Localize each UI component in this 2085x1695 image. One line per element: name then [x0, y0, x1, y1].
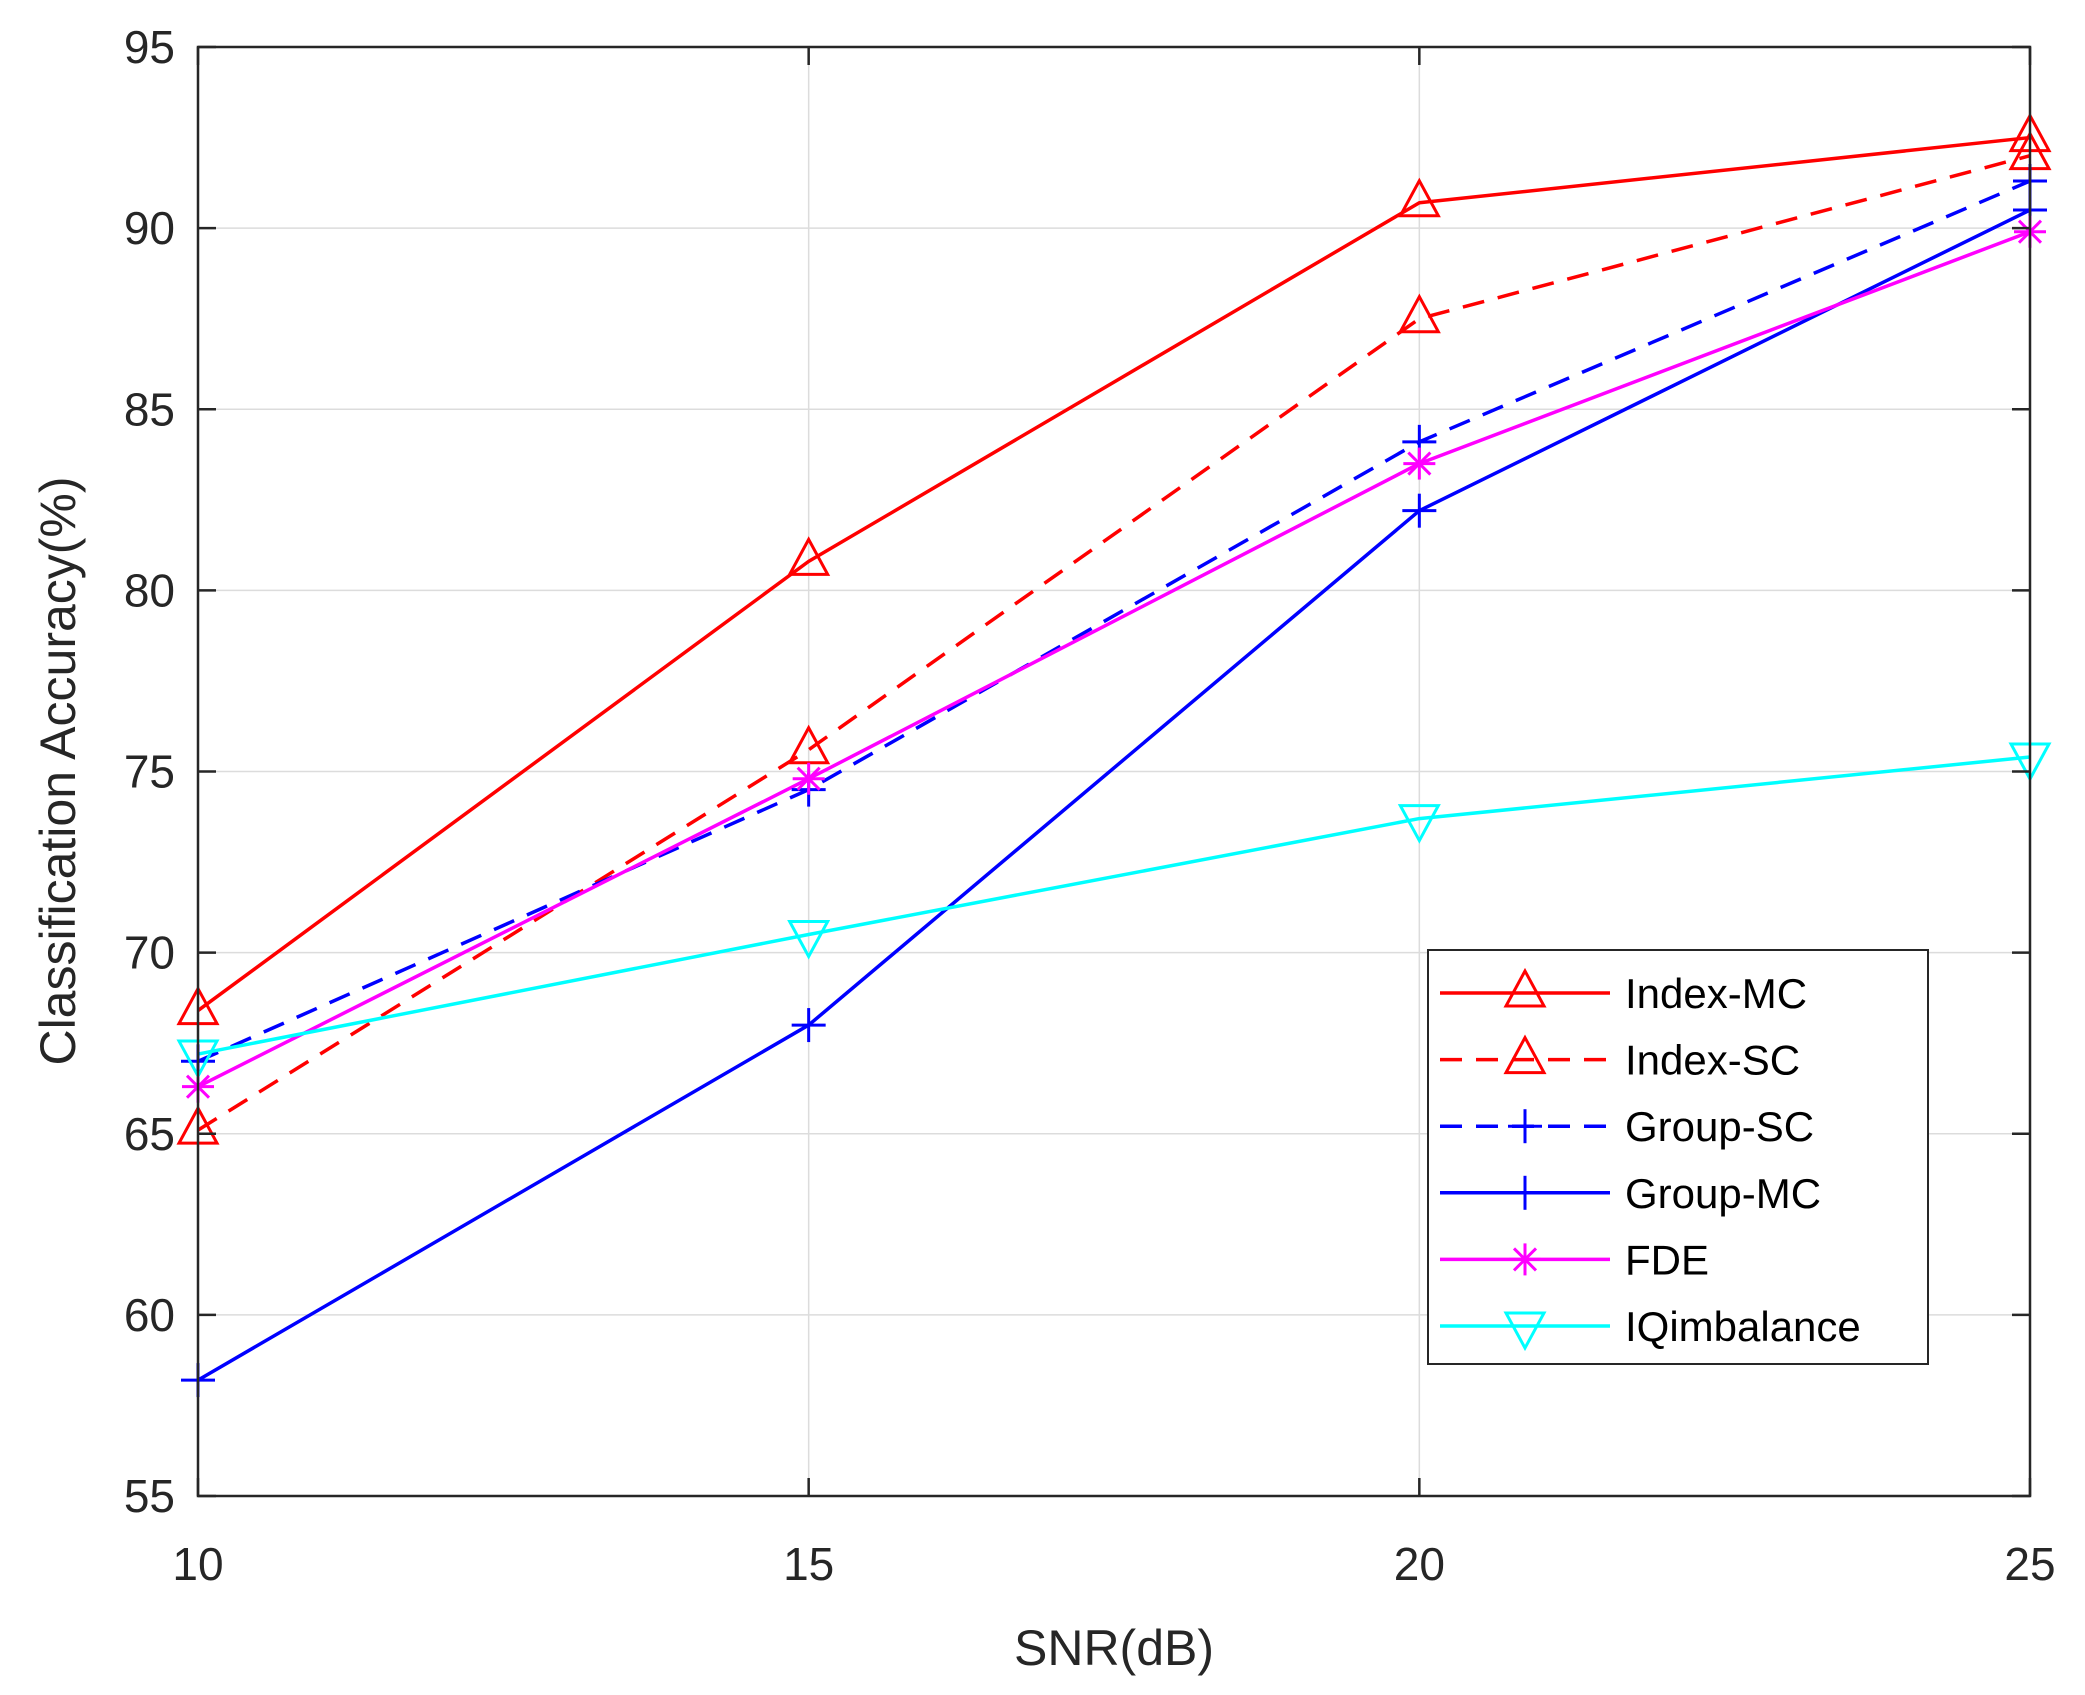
legend-label-index-mc: Index-MC: [1625, 970, 1807, 1017]
legend-marker-index-sc: [1503, 1034, 1547, 1075]
x-tick-label: 15: [783, 1538, 834, 1590]
data-point-group-mc: [791, 1008, 826, 1043]
x-axis-title: SNR(dB): [1014, 1620, 1214, 1676]
data-point-group-mc: [1402, 493, 1437, 528]
data-point-iqimbalance: [1397, 804, 1441, 844]
legend-marker-group-mc: [1508, 1175, 1542, 1210]
y-tick-label: 85: [124, 383, 175, 435]
legend-marker-group-sc: [1508, 1109, 1542, 1144]
series-line-group-sc: [197, 179, 2031, 1063]
y-axis-ticks: 55 60 65 70 75 80 85 90 95: [124, 21, 2030, 1522]
y-tick-label: 60: [124, 1289, 175, 1341]
x-tick-label: 10: [172, 1538, 223, 1590]
legend: Index-MC Index-SC Group-SC Group-MC FDE IQimb…: [1427, 949, 1929, 1365]
y-axis-title: Classification Accuracy(%): [30, 476, 86, 1065]
series-line-index-mc: [196, 135, 2031, 1012]
x-tick-label: 20: [1394, 1538, 1445, 1590]
y-tick-label: 55: [124, 1470, 175, 1522]
legend-label-index-sc: Index-SC: [1625, 1037, 1800, 1084]
legend-marker-iqimbalance: [1503, 1311, 1547, 1352]
y-tick-label: 65: [124, 1108, 175, 1160]
data-point-iqimbalance: [787, 920, 831, 960]
legend-label-group-mc: Group-MC: [1625, 1170, 1821, 1217]
data-point-index-sc: [1397, 293, 1441, 334]
data-point-index-mc: [1397, 177, 1441, 218]
series-lines: [196, 135, 2031, 1382]
legend-label-fde: FDE: [1625, 1236, 1709, 1283]
series-line-fde: [197, 230, 2031, 1089]
legend-marker-fde: [1509, 1243, 1541, 1276]
x-tick-label: 25: [2004, 1538, 2055, 1590]
data-point-index-mc: [787, 536, 831, 576]
y-tick-label: 70: [124, 927, 175, 979]
data-point-fde: [1403, 447, 1436, 480]
y-tick-label: 90: [124, 202, 175, 254]
series-line-group-mc: [197, 208, 2031, 1382]
legend-label-iqimbalance: IQimbalance: [1625, 1303, 1861, 1350]
series-line-index-sc: [197, 153, 2031, 1132]
y-tick-label: 95: [124, 21, 175, 73]
legend-box: [1427, 949, 1929, 1365]
y-tick-label: 80: [124, 564, 175, 616]
data-point-fde: [792, 762, 825, 795]
legend-label-group-sc: Group-SC: [1625, 1103, 1814, 1150]
y-tick-label: 75: [124, 746, 175, 798]
legend-marker-index-mc: [1503, 967, 1547, 1008]
series-line-iqimbalance: [197, 755, 2031, 1056]
x-axis-ticks: 10 15 20 25: [172, 47, 2056, 1590]
